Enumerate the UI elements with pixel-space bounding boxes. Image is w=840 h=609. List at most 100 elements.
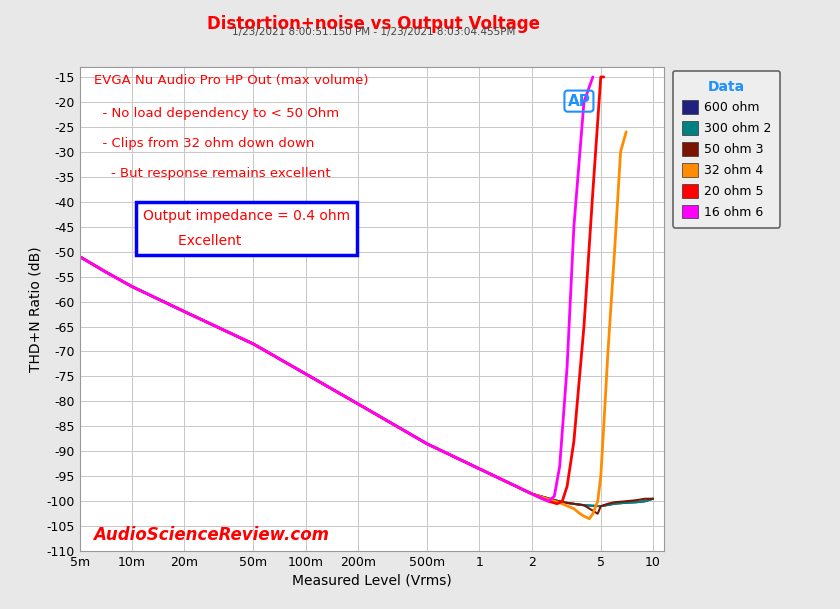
16 ohm 6 [75,253,85,260]
Text: - No load dependency to < 50 Ohm: - No load dependency to < 50 Ohm [93,107,339,120]
300 ohm 2 [527,490,537,498]
600 ohm [596,502,606,510]
50 ohm 3 [596,502,606,510]
16 ohm 6 [179,308,189,315]
50 ohm 3 [127,283,137,290]
20 ohm 5 [562,482,572,490]
Line: 600 ohm: 600 ohm [80,256,653,506]
300 ohm 2 [631,499,641,506]
50 ohm 3 [301,370,311,378]
600 ohm [353,400,363,407]
300 ohm 2 [301,370,311,378]
Text: - But response remains excellent: - But response remains excellent [93,167,330,180]
20 ohm 5 [552,500,562,507]
300 ohm 2 [596,502,606,510]
50 ohm 3 [475,465,485,473]
Text: - Clips from 32 ohm down down: - Clips from 32 ohm down down [93,137,314,150]
20 ohm 5 [543,498,554,505]
50 ohm 3 [422,440,432,448]
600 ohm [75,253,85,260]
16 ohm 6 [554,463,564,470]
50 ohm 3 [100,268,110,275]
50 ohm 3 [631,496,641,504]
20 ohm 5 [569,438,579,445]
300 ohm 2 [475,465,485,473]
16 ohm 6 [353,400,363,407]
600 ohm [631,499,641,506]
16 ohm 6 [475,465,485,473]
Line: 50 ohm 3: 50 ohm 3 [80,256,653,514]
16 ohm 6 [301,370,311,378]
32 ohm 4 [596,473,606,480]
300 ohm 2 [249,340,259,348]
32 ohm 4 [575,510,585,518]
32 ohm 4 [593,498,603,505]
X-axis label: Measured Level (Vrms): Measured Level (Vrms) [291,573,452,587]
600 ohm [621,499,631,506]
300 ohm 2 [422,440,432,448]
16 ohm 6 [249,340,259,348]
32 ohm 4 [475,465,485,473]
600 ohm [527,490,537,498]
16 ohm 6 [127,283,137,290]
300 ohm 2 [640,498,650,505]
32 ohm 4 [585,515,595,523]
20 ohm 5 [353,400,363,407]
20 ohm 5 [579,323,589,330]
32 ohm 4 [579,513,589,520]
50 ohm 3 [648,495,658,502]
20 ohm 5 [527,490,537,498]
300 ohm 2 [75,253,85,260]
50 ohm 3 [353,400,363,407]
32 ohm 4 [353,400,363,407]
600 ohm [640,498,650,505]
20 ohm 5 [422,440,432,448]
16 ohm 6 [569,223,579,230]
20 ohm 5 [475,465,485,473]
32 ohm 4 [100,268,110,275]
Legend: 600 ohm, 300 ohm 2, 50 ohm 3, 32 ohm 4, 20 ohm 5, 16 ohm 6: 600 ohm, 300 ohm 2, 50 ohm 3, 32 ohm 4, … [673,71,780,228]
32 ohm 4 [422,440,432,448]
600 ohm [579,502,589,509]
300 ohm 2 [353,400,363,407]
20 ohm 5 [127,283,137,290]
16 ohm 6 [100,268,110,275]
16 ohm 6 [422,440,432,448]
Text: AudioScienceReview.com: AudioScienceReview.com [93,526,329,544]
50 ohm 3 [557,499,567,506]
50 ohm 3 [579,502,589,509]
300 ohm 2 [179,308,189,315]
600 ohm [422,440,432,448]
32 ohm 4 [127,283,137,290]
16 ohm 6 [579,98,589,105]
32 ohm 4 [610,248,620,255]
Text: Distortion+noise vs Output Voltage: Distortion+noise vs Output Voltage [207,15,540,33]
600 ohm [648,495,658,502]
Text: AP: AP [568,94,591,108]
50 ohm 3 [610,499,620,506]
16 ohm 6 [543,498,554,505]
16 ohm 6 [588,73,598,80]
32 ohm 4 [75,253,85,260]
600 ohm [610,500,620,507]
300 ohm 2 [579,502,589,509]
32 ohm 4 [569,505,579,512]
20 ohm 5 [100,268,110,275]
Text: Output impedance = 0.4 ohm
        Excellent: Output impedance = 0.4 ohm Excellent [143,209,349,248]
Line: 20 ohm 5: 20 ohm 5 [80,77,604,504]
600 ohm [100,268,110,275]
32 ohm 4 [621,128,631,136]
300 ohm 2 [648,495,658,502]
Line: 300 ohm 2: 300 ohm 2 [80,256,653,506]
50 ohm 3 [603,500,613,507]
300 ohm 2 [100,268,110,275]
600 ohm [475,465,485,473]
20 ohm 5 [557,498,567,505]
50 ohm 3 [75,253,85,260]
Text: EVGA Nu Audio Pro HP Out (max volume): EVGA Nu Audio Pro HP Out (max volume) [93,74,368,88]
300 ohm 2 [610,500,620,507]
50 ohm 3 [593,510,603,518]
600 ohm [301,370,311,378]
Y-axis label: THD+N Ratio (dB): THD+N Ratio (dB) [29,246,42,372]
32 ohm 4 [179,308,189,315]
